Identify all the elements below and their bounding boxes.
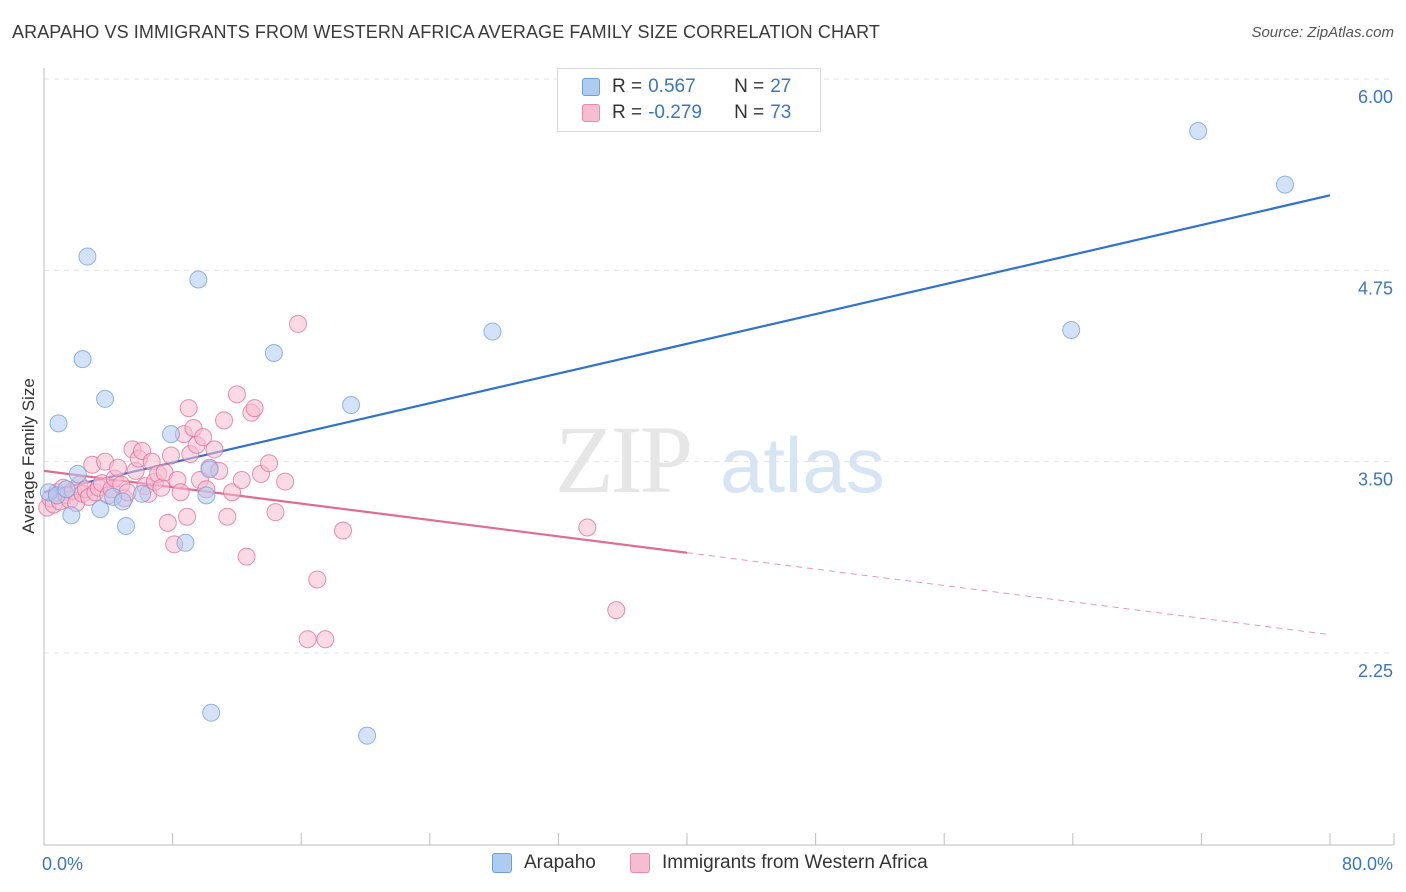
- data-point[interactable]: [62, 506, 81, 525]
- watermark-zip: ZIP: [555, 406, 690, 513]
- data-point[interactable]: [152, 478, 171, 497]
- data-point[interactable]: [288, 314, 307, 333]
- data-point[interactable]: [215, 411, 234, 430]
- y-axis-label: Average Family Size: [19, 378, 38, 534]
- points: [38, 122, 1294, 745]
- y-tick-label-1: 3.50: [1358, 470, 1393, 490]
- series-points-arapaho: [39, 122, 1294, 745]
- series-name-immigrants: Immigrants from Western Africa: [662, 852, 928, 873]
- data-point[interactable]: [113, 492, 132, 511]
- legend-swatch-immigrants: [582, 104, 600, 122]
- legend-r-label: R =: [612, 76, 643, 97]
- x-tick-label-0: 0.0%: [42, 854, 83, 874]
- data-point[interactable]: [1275, 175, 1294, 194]
- watermark: ZIP atlas: [555, 406, 885, 513]
- data-point[interactable]: [197, 486, 216, 505]
- data-point[interactable]: [96, 389, 115, 408]
- data-point[interactable]: [276, 472, 295, 491]
- data-point[interactable]: [49, 414, 68, 433]
- series-legend: Arapaho Immigrants from Western Africa: [0, 852, 1406, 878]
- data-point[interactable]: [108, 458, 127, 477]
- legend-row-immigrants: R = -0.279 N = 73: [582, 101, 791, 125]
- legend-row-arapaho: R = 0.567 N = 27: [582, 75, 791, 99]
- data-point[interactable]: [316, 630, 335, 649]
- data-point[interactable]: [133, 484, 152, 503]
- data-point[interactable]: [232, 471, 251, 490]
- gridlines: [44, 78, 1394, 654]
- legend-n-label: N =: [734, 76, 765, 97]
- data-point[interactable]: [57, 480, 76, 499]
- data-point[interactable]: [179, 399, 198, 418]
- data-point[interactable]: [178, 507, 197, 526]
- data-point[interactable]: [176, 533, 195, 552]
- data-point[interactable]: [1189, 122, 1208, 141]
- y-tick-label-3: 6.00: [1358, 87, 1393, 107]
- trend-line-extension-immigrants: [686, 552, 1331, 636]
- data-point[interactable]: [298, 630, 317, 649]
- data-point[interactable]: [205, 440, 224, 459]
- data-point[interactable]: [245, 399, 264, 418]
- y-tick-label-0: 2.25: [1358, 661, 1393, 681]
- legend-swatch-arapaho: [582, 78, 600, 96]
- data-point[interactable]: [333, 521, 352, 540]
- data-point[interactable]: [237, 547, 256, 566]
- legend-r-value: 0.567: [648, 76, 696, 97]
- data-point[interactable]: [578, 518, 597, 537]
- data-point[interactable]: [116, 516, 135, 535]
- data-point[interactable]: [78, 247, 97, 266]
- data-point[interactable]: [189, 270, 208, 289]
- series-swatch-immigrants: [630, 853, 650, 873]
- axes: [43, 68, 1395, 846]
- data-point[interactable]: [200, 460, 219, 479]
- source-label: Source: ZipAtlas.com: [1251, 24, 1394, 41]
- data-point[interactable]: [161, 446, 180, 465]
- data-point[interactable]: [161, 425, 180, 444]
- legend-n-value: 73: [770, 102, 792, 123]
- legend-r-label: R =: [612, 102, 643, 123]
- data-point[interactable]: [202, 703, 221, 722]
- series-legend-immigrants[interactable]: Immigrants from Western Africa: [630, 852, 928, 874]
- legend-n-value: 27: [770, 76, 792, 97]
- series-legend-arapaho[interactable]: Arapaho: [492, 852, 596, 874]
- series-points-immigrants: [38, 314, 626, 649]
- trend-line-arapaho: [43, 194, 1331, 494]
- data-point[interactable]: [223, 483, 242, 502]
- data-point[interactable]: [607, 601, 626, 620]
- y-tick-labels: 2.25 3.50 4.75 6.00: [1358, 87, 1393, 681]
- chart-title: ARAPAHO VS IMMIGRANTS FROM WESTERN AFRIC…: [12, 22, 881, 42]
- data-point[interactable]: [158, 513, 177, 532]
- data-point[interactable]: [308, 570, 327, 589]
- data-point[interactable]: [264, 343, 283, 362]
- data-point[interactable]: [171, 483, 190, 502]
- data-point[interactable]: [68, 464, 87, 483]
- legend-n-label: N =: [734, 102, 765, 123]
- y-tick-label-2: 4.75: [1358, 278, 1393, 298]
- data-point[interactable]: [227, 385, 246, 404]
- x-tick-labels: 0.0% 80.0%: [42, 854, 1393, 874]
- data-point[interactable]: [218, 507, 237, 526]
- data-point[interactable]: [91, 500, 110, 519]
- series-name-arapaho: Arapaho: [524, 852, 596, 873]
- data-point[interactable]: [73, 350, 92, 369]
- correlation-legend: R = 0.567 N = 27 R = -0.279 N = 73: [557, 68, 821, 132]
- watermark-atlas: atlas: [720, 421, 885, 509]
- data-point[interactable]: [260, 454, 279, 473]
- data-point[interactable]: [1062, 321, 1081, 340]
- data-point[interactable]: [342, 396, 361, 415]
- x-tick-label-1: 80.0%: [1342, 854, 1393, 874]
- data-point[interactable]: [194, 428, 213, 447]
- series-swatch-arapaho: [492, 853, 512, 873]
- data-point[interactable]: [358, 726, 377, 745]
- data-point[interactable]: [266, 503, 285, 522]
- data-point[interactable]: [483, 322, 502, 341]
- legend-r-value: -0.279: [648, 102, 702, 123]
